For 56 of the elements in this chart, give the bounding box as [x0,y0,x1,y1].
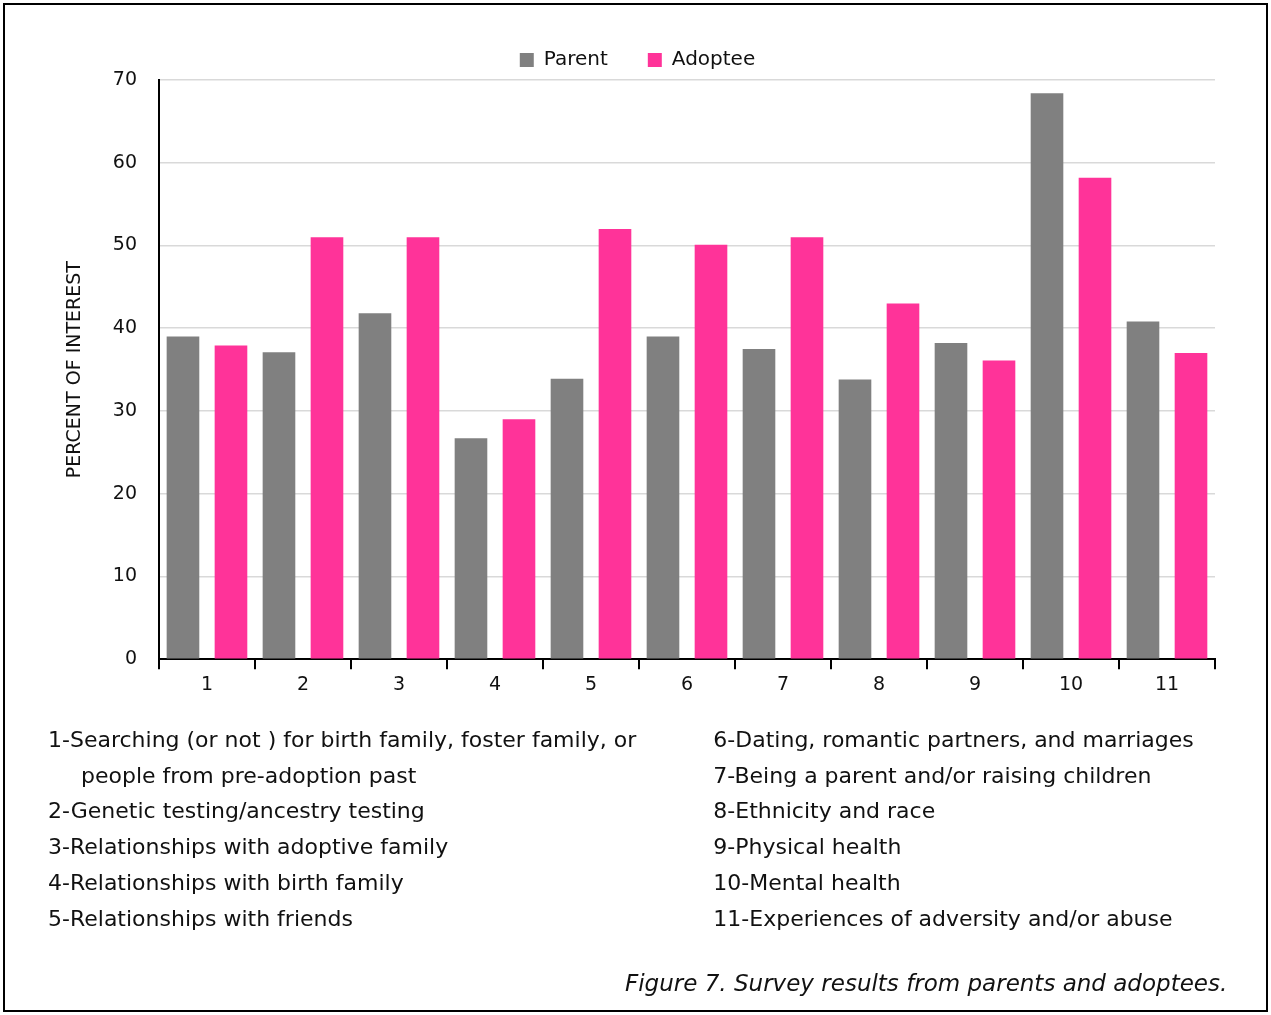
y-tick-label: 30 [112,397,137,420]
caption: Figure 7. Survey results from parents and adoptees. [625,970,1228,996]
x-tick-label: 6 [680,671,694,694]
y-axis-title: PERCENT OF INTEREST [62,260,85,479]
x-tick-label: 7 [776,671,790,694]
bar [550,378,584,659]
y-tick-label: 10 [112,563,137,586]
bar [838,379,872,659]
text: 9-Physical health [713,833,903,862]
bar [406,237,440,659]
text: 7-Being a parent and/or raising children [713,761,1153,790]
bar [1126,321,1160,659]
bar [1030,93,1064,659]
y-tick-label: 40 [112,315,137,338]
bar [742,348,776,659]
text: 2-Genetic testing/ancestry testing [48,797,426,826]
x-tick-label: 10 [1058,671,1084,694]
text: 8-Ethnicity and race [713,797,937,826]
text: 1-Searching (or not ) for birth family, foster family, or people from pre-adoption past [48,726,638,790]
x-tick-label: 4 [488,671,502,694]
bar [358,313,392,659]
bar [1174,353,1208,659]
bar [310,237,344,659]
text: 5-Relationships with friends [48,904,354,933]
bar [1078,177,1112,659]
x-tick-label: 5 [584,671,598,694]
bar [982,360,1016,659]
text: 4-Relationships with birth family [48,868,405,897]
bar [214,345,248,659]
bar [790,237,824,659]
x-tick-label: 9 [968,671,982,694]
bar [454,438,488,659]
y-tick-label: 0 [124,646,137,669]
x-tick-label: 2 [296,671,310,694]
bar [166,336,200,659]
text: 10-Mental health [713,868,902,897]
x-tick-label: 3 [392,671,406,694]
x-tick-label: 8 [872,671,886,694]
bar [646,336,680,659]
y-tick-label: 20 [112,480,137,503]
bar [694,244,728,659]
y-tick-label: 60 [112,149,137,172]
legend-label: Adoptee [671,46,756,71]
x-tick-label: 1 [200,671,214,694]
bar [886,303,920,659]
text: 3-Relationships with adoptive family [48,833,450,862]
bar [598,228,632,659]
bar [502,419,536,659]
y-tick-label: 70 [112,66,137,89]
y-tick-label: 50 [112,232,137,255]
legend-label: Parent [543,46,608,71]
bar [262,352,296,659]
bar [934,343,968,659]
text: 11-Experiences of adversity and/or abuse [713,904,1174,933]
x-tick-label: 11 [1154,671,1180,694]
text: 6-Dating, romantic partners, and marriages [713,726,1195,754]
